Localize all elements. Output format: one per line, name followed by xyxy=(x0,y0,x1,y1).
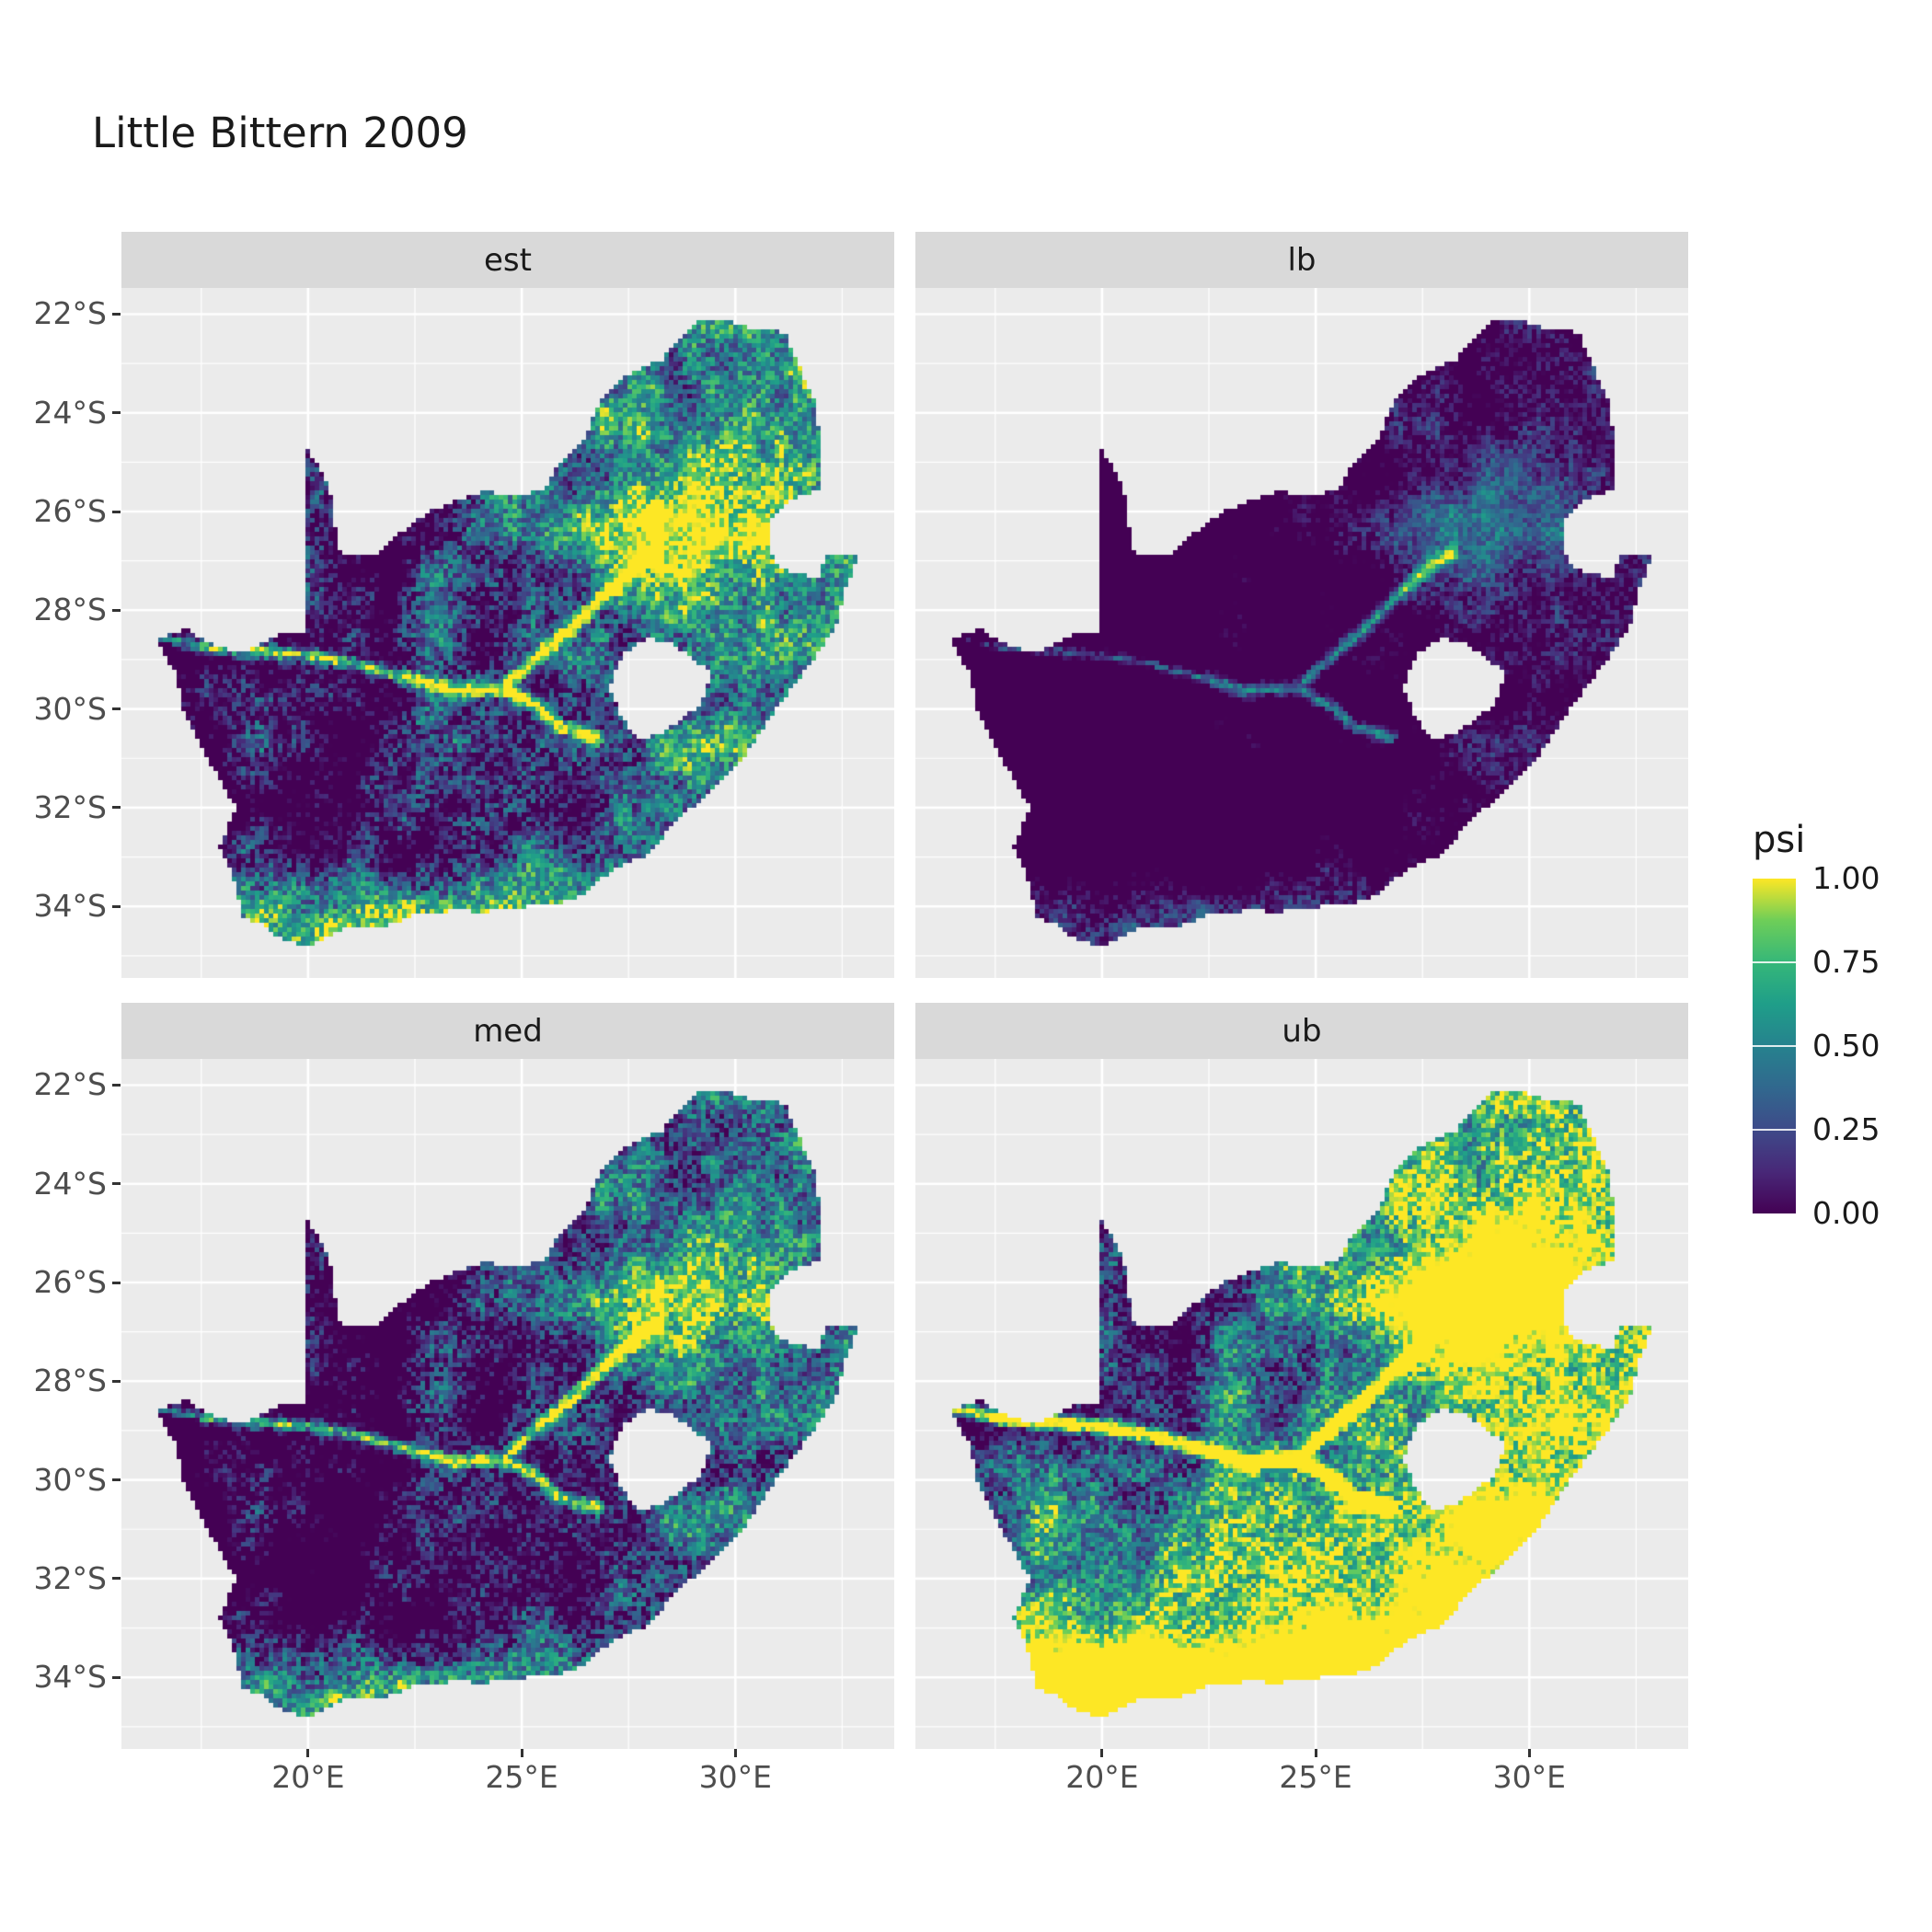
x-axis-tick-label: 20°E xyxy=(1065,1759,1139,1795)
y-axis-tick-label: 30°S xyxy=(33,1461,107,1498)
y-axis-tick-mark xyxy=(112,608,121,612)
y-axis-tick-label: 26°S xyxy=(33,1264,107,1301)
y-axis-tick-label: 32°S xyxy=(33,788,107,825)
legend-tick-mark xyxy=(1753,961,1796,963)
x-axis-tick-mark xyxy=(306,1749,310,1757)
y-axis-tick-mark xyxy=(112,1379,121,1383)
legend-tick-mark xyxy=(1753,1129,1796,1131)
x-axis-tick-mark xyxy=(1527,1749,1531,1757)
legend-tick-label: 0.25 xyxy=(1812,1111,1880,1147)
y-axis-tick-mark xyxy=(112,1577,121,1581)
facet-panel-est: est xyxy=(121,232,894,978)
y-axis-tick-mark xyxy=(112,806,121,810)
legend-gradient-bar xyxy=(1753,879,1796,1213)
y-axis-tick-label: 24°S xyxy=(33,394,107,431)
x-axis-tick-label: 30°E xyxy=(698,1759,772,1795)
y-axis-tick-mark xyxy=(112,411,121,415)
facet-strip-label: lb xyxy=(1287,241,1317,279)
x-axis-tick-mark xyxy=(733,1749,737,1757)
facet-strip-label: med xyxy=(473,1012,543,1050)
y-axis-tick-mark xyxy=(112,904,121,908)
facet-strip-label: est xyxy=(484,241,532,279)
y-axis-tick-mark xyxy=(112,510,121,513)
y-axis-tick-label: 30°S xyxy=(33,690,107,727)
x-axis-tick-label: 25°E xyxy=(485,1759,558,1795)
y-axis-tick-label: 22°S xyxy=(33,295,107,332)
y-axis-tick-mark xyxy=(112,707,121,711)
facet-strip-lb: lb xyxy=(915,232,1688,288)
plot-title: Little Bittern 2009 xyxy=(92,109,468,157)
x-axis-tick-label: 25°E xyxy=(1279,1759,1352,1795)
y-axis-tick-mark xyxy=(112,1182,121,1186)
y-axis-tick-mark xyxy=(112,1281,121,1284)
facet-map-med xyxy=(121,1059,894,1749)
x-axis-tick-label: 30°E xyxy=(1492,1759,1566,1795)
y-axis-tick-mark xyxy=(112,1083,121,1087)
facet-strip-med: med xyxy=(121,1003,894,1059)
facet-panel-ub: ub xyxy=(915,1003,1688,1749)
y-axis-tick-label: 32°S xyxy=(33,1559,107,1596)
legend-title: psi xyxy=(1753,819,1806,861)
y-axis-tick-label: 28°S xyxy=(33,592,107,628)
y-axis-tick-label: 26°S xyxy=(33,493,107,530)
x-axis-tick-mark xyxy=(1100,1749,1104,1757)
y-axis-tick-mark xyxy=(112,312,121,316)
y-axis-tick-label: 28°S xyxy=(33,1363,107,1399)
legend-tick-mark xyxy=(1753,1045,1796,1047)
legend-tick-label: 1.00 xyxy=(1812,860,1880,896)
x-axis-tick-label: 20°E xyxy=(271,1759,345,1795)
y-axis-tick-label: 24°S xyxy=(33,1165,107,1202)
facet-map-est xyxy=(121,288,894,978)
facet-strip-label: ub xyxy=(1282,1012,1322,1050)
y-axis-tick-mark xyxy=(112,1478,121,1482)
x-axis-tick-mark xyxy=(520,1749,523,1757)
facet-map-lb xyxy=(915,288,1688,978)
x-axis-tick-mark xyxy=(1314,1749,1317,1757)
facet-map-ub xyxy=(915,1059,1688,1749)
facet-panel-med: med xyxy=(121,1003,894,1749)
y-axis-tick-mark xyxy=(112,1675,121,1679)
legend-tick-label: 0.00 xyxy=(1812,1195,1880,1231)
y-axis-tick-label: 22°S xyxy=(33,1066,107,1103)
facet-panel-lb: lb xyxy=(915,232,1688,978)
y-axis-tick-label: 34°S xyxy=(33,888,107,925)
facet-strip-ub: ub xyxy=(915,1003,1688,1059)
facet-strip-est: est xyxy=(121,232,894,288)
y-axis-tick-label: 34°S xyxy=(33,1659,107,1696)
legend-tick-label: 0.75 xyxy=(1812,944,1880,980)
legend-tick-label: 0.50 xyxy=(1812,1028,1880,1064)
